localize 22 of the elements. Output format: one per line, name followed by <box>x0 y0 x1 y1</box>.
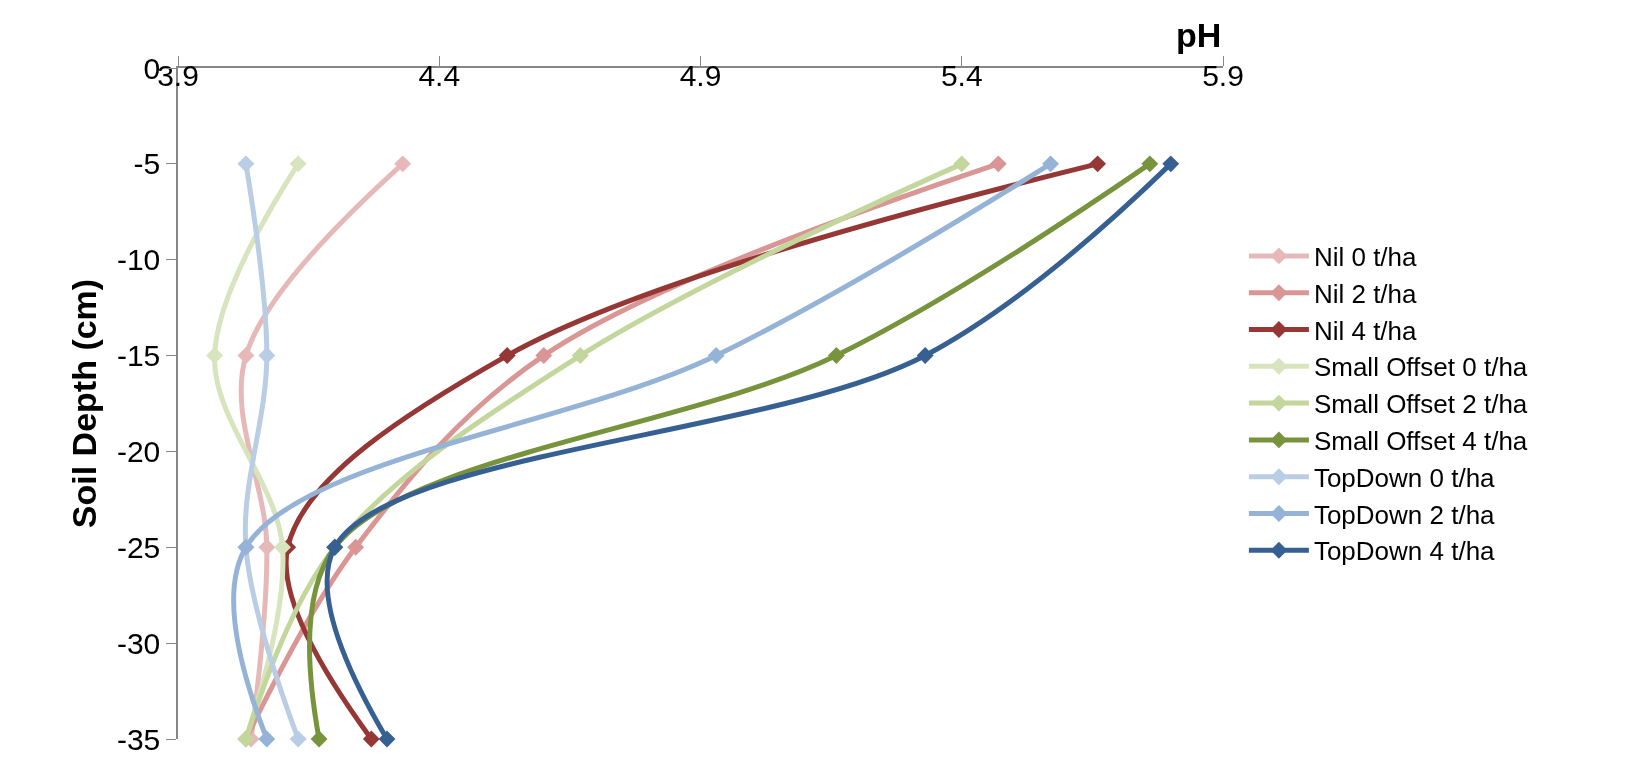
legend-label: Nil 4 t/ha <box>1313 315 1418 346</box>
x-tick-label: 4.9 <box>679 58 722 92</box>
y-axis-title: Soil Depth (cm) <box>64 278 103 529</box>
y-tick-label: -10 <box>116 243 161 277</box>
x-tick-label: 4.4 <box>418 58 461 92</box>
legend-label: TopDown 4 t/ha <box>1313 536 1496 567</box>
y-tick-label: -35 <box>116 722 161 756</box>
legend-label: Small Offset 0 t/ha <box>1313 352 1528 383</box>
legend-label: Nil 2 t/ha <box>1313 278 1418 309</box>
y-tick-label: -5 <box>133 147 161 181</box>
legend-label: Small Offset 4 t/ha <box>1313 426 1528 457</box>
y-tick-label: -20 <box>116 434 161 468</box>
x-axis-title: pH <box>1176 16 1222 54</box>
x-tick-label: 5.9 <box>1202 58 1244 92</box>
legend-label: TopDown 0 t/ha <box>1313 462 1496 493</box>
y-tick-label: -15 <box>116 339 161 373</box>
y-tick-label: -25 <box>116 530 161 564</box>
y-tick-label: -30 <box>116 626 161 660</box>
legend-label: Nil 0 t/ha <box>1313 242 1418 273</box>
x-tick-label: 5.4 <box>940 58 983 92</box>
legend-label: Small Offset 2 t/ha <box>1313 389 1528 420</box>
legend-label: TopDown 2 t/ha <box>1313 499 1496 530</box>
